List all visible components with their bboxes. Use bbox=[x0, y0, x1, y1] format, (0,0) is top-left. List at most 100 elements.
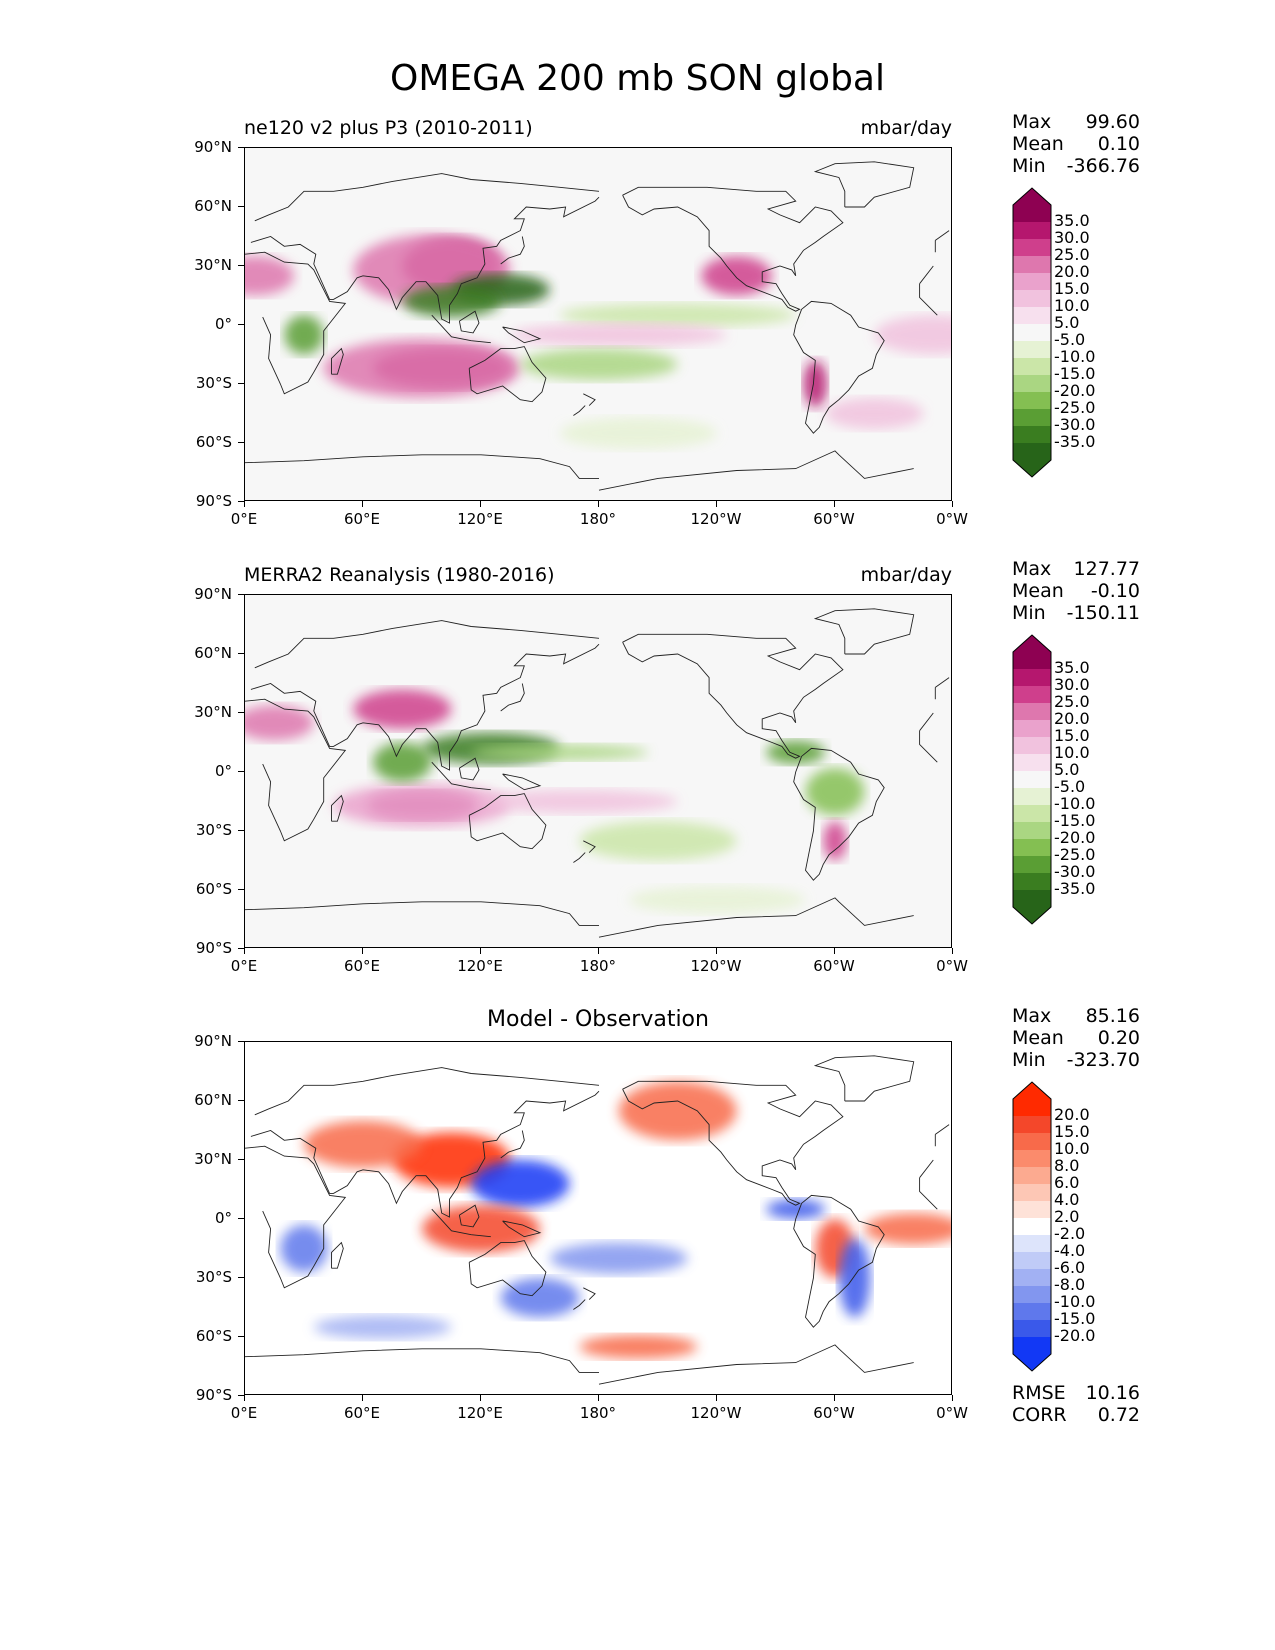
colorbar-tick-label: -30.0 bbox=[1054, 415, 1096, 434]
colorbar-segment bbox=[1013, 822, 1051, 840]
panel-test-stats: Max 99.60 Mean 0.10 Min -366.76 bbox=[1012, 111, 1140, 177]
lat-tick-mark bbox=[238, 947, 244, 949]
stat-row: RMSE 10.16 bbox=[1012, 1382, 1140, 1404]
panel-diff-extra-stats: RMSE 10.16 CORR 0.72 bbox=[1012, 1382, 1140, 1426]
field-anomaly-patch bbox=[402, 285, 501, 318]
field-anomaly-patch bbox=[520, 348, 678, 381]
colorbar-tick-label: 35.0 bbox=[1054, 658, 1090, 677]
colorbar-segment bbox=[1013, 307, 1051, 325]
field-anomaly-patch bbox=[323, 338, 521, 398]
lon-tick-label: 0°W bbox=[936, 1404, 968, 1422]
lon-tick-mark bbox=[479, 948, 481, 954]
coastline bbox=[431, 1208, 491, 1238]
coastline bbox=[500, 683, 525, 712]
lat-tick-mark bbox=[238, 1040, 244, 1042]
colorbar-tick-label: -2.0 bbox=[1054, 1224, 1086, 1243]
coastline bbox=[245, 251, 938, 395]
coastline bbox=[458, 310, 480, 334]
lat-tick-label: 60°S bbox=[195, 1327, 232, 1345]
colorbar-segment bbox=[1013, 788, 1051, 806]
coastline bbox=[431, 761, 491, 791]
lon-tick-label: 120°W bbox=[690, 510, 742, 528]
colorbar-segment bbox=[1013, 409, 1051, 427]
stat-row: Max 85.16 bbox=[1012, 1005, 1140, 1027]
colorbar-tick-label: -15.0 bbox=[1054, 1309, 1096, 1328]
colorbar-tick-label: -20.0 bbox=[1054, 381, 1096, 400]
stat-row: Min -366.76 bbox=[1012, 155, 1140, 177]
coastline bbox=[813, 608, 915, 655]
colorbar-segment bbox=[1013, 856, 1051, 874]
stat-row: Mean 0.10 bbox=[1012, 133, 1140, 155]
lon-tick-mark bbox=[833, 1395, 835, 1401]
colorbar-outline bbox=[1012, 187, 1052, 478]
lat-tick-label: 30°N bbox=[194, 256, 232, 274]
colorbar-tick-label: 15.0 bbox=[1054, 726, 1090, 745]
colorbar-tick-label: 8.0 bbox=[1054, 1156, 1080, 1175]
colorbar-segment bbox=[1013, 669, 1051, 687]
stat-label: Min bbox=[1012, 602, 1046, 624]
lat-tick-label: 30°S bbox=[195, 1268, 232, 1286]
lat-tick-label: 60°S bbox=[195, 880, 232, 898]
lon-tick-mark bbox=[715, 948, 717, 954]
coastline bbox=[250, 196, 936, 324]
colorbar-segment bbox=[1013, 358, 1051, 376]
lat-tick-mark bbox=[238, 593, 244, 595]
colorbar-tick-label: -25.0 bbox=[1054, 398, 1096, 417]
stat-label: RMSE bbox=[1012, 1382, 1066, 1404]
stat-row: Mean -0.10 bbox=[1012, 580, 1140, 602]
colorbar-segment bbox=[1013, 426, 1051, 444]
colorbar-high-arrow bbox=[1013, 1082, 1051, 1099]
lat-tick-mark bbox=[238, 770, 244, 772]
stat-label: Max bbox=[1012, 558, 1052, 580]
stat-value: -0.10 bbox=[1090, 580, 1140, 602]
field-anomaly-patch bbox=[823, 821, 847, 861]
lon-tick-label: 120°E bbox=[457, 510, 503, 528]
coastline bbox=[502, 326, 542, 344]
coastline bbox=[502, 773, 542, 791]
field-anomaly-patch bbox=[333, 783, 511, 828]
colorbar-tick-label: 10.0 bbox=[1054, 743, 1090, 762]
colorbar-tick-label: -5.0 bbox=[1054, 777, 1086, 796]
field-anomaly-patch bbox=[304, 1120, 422, 1168]
field-anomaly-patch bbox=[579, 821, 737, 861]
coastline bbox=[245, 450, 914, 491]
lat-tick-mark bbox=[238, 441, 244, 443]
lon-tick-mark bbox=[951, 501, 953, 507]
colorbar-low-arrow bbox=[1013, 907, 1051, 924]
coastline bbox=[813, 161, 915, 208]
lat-tick-mark bbox=[238, 652, 244, 654]
stat-label: Mean bbox=[1012, 580, 1064, 602]
stat-value: -150.11 bbox=[1066, 602, 1140, 624]
stat-row: CORR 0.72 bbox=[1012, 1404, 1140, 1426]
colorbar-segment bbox=[1013, 805, 1051, 823]
colorbar-tick-label: -25.0 bbox=[1054, 845, 1096, 864]
colorbar-tick-label: -10.0 bbox=[1054, 794, 1096, 813]
colorbar-segment bbox=[1013, 273, 1051, 291]
lon-tick-mark bbox=[479, 501, 481, 507]
lon-tick-mark bbox=[715, 501, 717, 507]
panel-ref-units: mbar/day bbox=[860, 564, 952, 586]
colorbar-segment bbox=[1013, 839, 1051, 857]
colorbar-tick-label: 25.0 bbox=[1054, 692, 1090, 711]
colorbar-tick-label: -35.0 bbox=[1054, 432, 1096, 451]
lon-tick-mark bbox=[243, 948, 245, 954]
stat-label: Min bbox=[1012, 1049, 1046, 1071]
field-anomaly-patch bbox=[838, 1238, 871, 1318]
lon-tick-mark bbox=[951, 1395, 953, 1401]
coastline bbox=[793, 747, 885, 881]
field-anomaly-patch bbox=[422, 1205, 540, 1253]
coastline bbox=[622, 633, 844, 759]
lat-tick-mark bbox=[238, 1394, 244, 1396]
colorbar-tick-label: -10.0 bbox=[1054, 347, 1096, 366]
colorbar-tick-label: 15.0 bbox=[1054, 279, 1090, 298]
colorbar-tick-label: -15.0 bbox=[1054, 811, 1096, 830]
stat-value: -366.76 bbox=[1066, 155, 1140, 177]
colorbar-tick-label: -10.0 bbox=[1054, 1292, 1096, 1311]
lon-tick-mark bbox=[361, 948, 363, 954]
colorbar-tick-label: 20.0 bbox=[1054, 262, 1090, 281]
coastline bbox=[813, 1055, 915, 1102]
colorbar-segment bbox=[1013, 392, 1051, 410]
colorbar-segment bbox=[1013, 1218, 1051, 1236]
coastline bbox=[254, 173, 950, 241]
coastline bbox=[793, 300, 885, 434]
